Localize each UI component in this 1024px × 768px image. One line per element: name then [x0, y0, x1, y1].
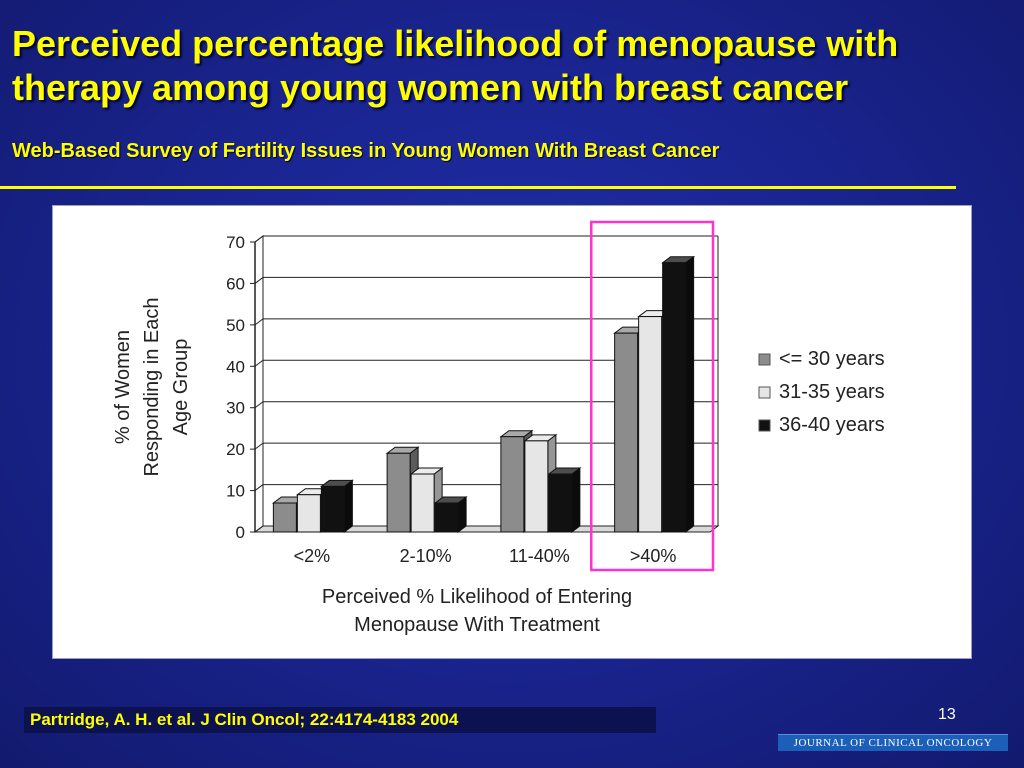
bar: [524, 440, 549, 533]
y-axis-title: Age Group: [170, 339, 192, 436]
x-tick-label: 2-10%: [400, 546, 452, 566]
y-tick-label: 70: [226, 233, 245, 252]
bar: [434, 502, 459, 533]
highlight-box: [590, 220, 715, 572]
bar: [386, 452, 411, 533]
y-tick-label: 10: [226, 482, 245, 501]
legend-swatch: [758, 386, 771, 399]
x-tick-label: <2%: [294, 546, 331, 566]
bar-side: [685, 255, 695, 533]
journal-logo: JOURNAL OF CLINICAL ONCOLOGY: [778, 734, 1008, 751]
bar: [638, 316, 663, 533]
y-tick-label: 30: [226, 399, 245, 418]
bar: [272, 502, 297, 533]
x-tick-label: 11-40%: [509, 546, 570, 566]
bar: [548, 473, 573, 533]
legend-label: <= 30 years: [779, 348, 885, 370]
y-tick-label: 20: [226, 440, 245, 459]
legend-swatch: [758, 419, 771, 432]
y-tick-label: 40: [226, 357, 245, 376]
y-tick-label: 60: [226, 274, 245, 293]
bar: [614, 332, 639, 533]
x-tick-label: >40%: [630, 546, 677, 566]
gridline-depth: [254, 525, 264, 533]
gridline-depth: [254, 484, 264, 491]
bar-side: [571, 467, 581, 533]
bar: [662, 262, 687, 533]
gridline-depth: [254, 442, 264, 450]
bar-side: [343, 479, 353, 533]
bar: [320, 485, 345, 533]
x-axis-title: Perceived % Likelihood of Entering: [322, 586, 632, 608]
chart-panel: 0 10 20 30 40 50 60 70 <2% 2-10% 11-40% >40% % of Wo…: [52, 205, 972, 659]
legend-label: 31-35 years: [779, 381, 885, 403]
slide-title-line-2: therapy among young women with breast ca…: [12, 67, 849, 108]
y-tick-label: 50: [226, 316, 245, 335]
title-divider: [0, 186, 956, 189]
gridline-depth: [254, 401, 264, 409]
legend-label: 36-40 years: [779, 414, 885, 436]
x-axis-title: Menopause With Treatment: [354, 614, 600, 636]
gridline-depth: [254, 277, 264, 284]
legend-swatch: [758, 353, 771, 366]
slide-title-line-1: Perceived percentage likelihood of menop…: [12, 23, 899, 64]
y-axis-title: Responding in Each: [141, 297, 163, 476]
bar: [410, 473, 435, 533]
bar: [296, 494, 321, 533]
y-axis-title: % of Women: [112, 330, 134, 444]
bar-chart: 0 10 20 30 40 50 60 70 <2% 2-10% 11-40% >40% % of Wo…: [112, 220, 885, 636]
gridline-depth: [254, 359, 264, 367]
citation: Partridge, A. H. et al. J Clin Oncol; 22…: [24, 707, 656, 733]
gridline-depth: [254, 235, 264, 243]
y-tick-label: 0: [236, 523, 245, 542]
page-number: 13: [938, 706, 956, 723]
bar: [500, 436, 525, 533]
slide-subtitle: Web-Based Survey of Fertility Issues in …: [12, 140, 720, 162]
gridline-depth: [254, 318, 264, 326]
slide-title: Perceived percentage likelihood of menop…: [12, 22, 1012, 110]
